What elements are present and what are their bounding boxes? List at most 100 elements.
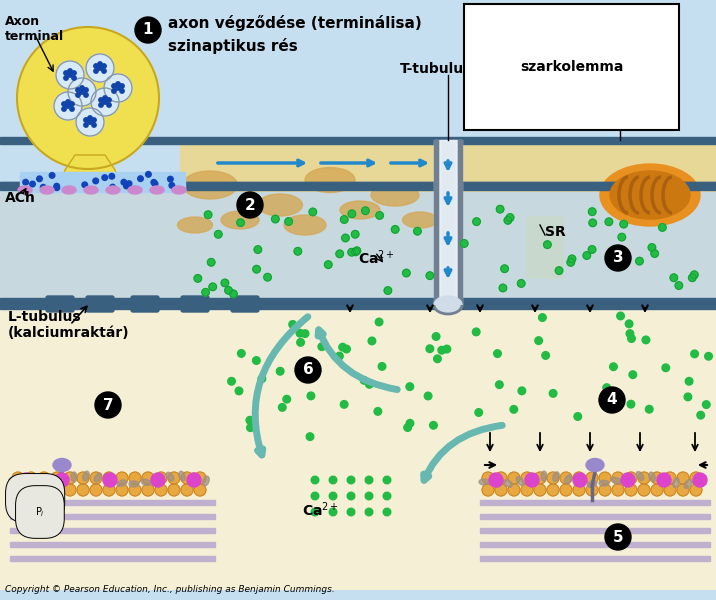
Bar [0,192,716,305]
Circle shape [353,247,361,254]
Circle shape [648,244,656,251]
Text: 5: 5 [613,529,624,545]
Circle shape [311,476,319,484]
Ellipse shape [637,472,644,481]
Ellipse shape [18,186,32,194]
Circle shape [657,473,671,487]
Circle shape [500,265,508,272]
Ellipse shape [258,194,302,216]
Circle shape [51,484,63,496]
Circle shape [283,395,291,403]
Circle shape [329,476,337,484]
Circle shape [521,484,533,496]
Ellipse shape [117,480,127,487]
Circle shape [230,290,237,298]
Circle shape [621,473,635,487]
Circle shape [430,421,437,429]
Circle shape [376,212,383,219]
Circle shape [253,265,261,273]
Circle shape [506,214,514,221]
Ellipse shape [84,186,98,194]
Circle shape [103,472,115,484]
Circle shape [64,484,76,496]
Circle shape [110,184,115,190]
Circle shape [664,484,676,496]
Circle shape [482,484,494,496]
Ellipse shape [178,217,213,233]
Circle shape [473,218,480,226]
Ellipse shape [17,27,159,169]
Ellipse shape [649,472,655,482]
Circle shape [181,472,193,484]
Circle shape [414,227,421,235]
Circle shape [434,355,441,362]
Circle shape [366,380,373,388]
Circle shape [107,98,111,102]
Circle shape [336,250,344,257]
Circle shape [675,282,682,289]
Circle shape [82,182,87,188]
Circle shape [132,187,137,192]
Circle shape [543,241,551,248]
Circle shape [642,336,649,344]
Circle shape [64,71,68,75]
Circle shape [495,472,507,484]
Ellipse shape [62,186,76,194]
Ellipse shape [105,476,115,484]
Circle shape [215,230,222,238]
Bar [480,528,710,533]
Circle shape [586,484,598,496]
Circle shape [493,350,501,358]
Circle shape [612,484,624,496]
Circle shape [69,107,74,111]
Circle shape [555,267,563,274]
Circle shape [120,89,124,93]
Circle shape [25,472,37,484]
Circle shape [691,350,698,358]
Bar [10,542,215,547]
Circle shape [169,182,175,188]
Circle shape [534,484,546,496]
Circle shape [194,472,206,484]
Circle shape [616,312,624,320]
FancyBboxPatch shape [231,296,259,312]
Circle shape [103,96,107,100]
Ellipse shape [371,184,419,206]
Circle shape [102,175,107,181]
Circle shape [521,472,533,484]
Circle shape [549,389,557,397]
Circle shape [68,69,72,73]
Circle shape [365,508,373,516]
Circle shape [296,338,304,346]
Circle shape [121,179,127,185]
Circle shape [12,472,24,484]
Ellipse shape [695,479,705,487]
Circle shape [638,472,650,484]
Circle shape [204,211,212,218]
Circle shape [702,401,710,409]
Circle shape [324,261,332,268]
Circle shape [76,88,80,92]
Ellipse shape [624,473,632,481]
Circle shape [55,473,69,487]
Circle shape [102,69,106,73]
Ellipse shape [53,458,71,472]
Circle shape [246,416,253,424]
Circle shape [375,318,383,326]
Circle shape [294,247,301,255]
Ellipse shape [503,479,513,487]
Circle shape [301,330,309,337]
Circle shape [92,123,96,127]
Circle shape [574,413,581,420]
Circle shape [168,472,180,484]
Circle shape [651,472,663,484]
Circle shape [352,230,359,238]
Bar [434,140,438,305]
Circle shape [107,103,111,107]
Circle shape [88,116,92,120]
Bar [0,182,716,190]
Ellipse shape [305,167,355,193]
Circle shape [238,350,245,357]
Circle shape [103,473,117,487]
Circle shape [690,271,698,278]
